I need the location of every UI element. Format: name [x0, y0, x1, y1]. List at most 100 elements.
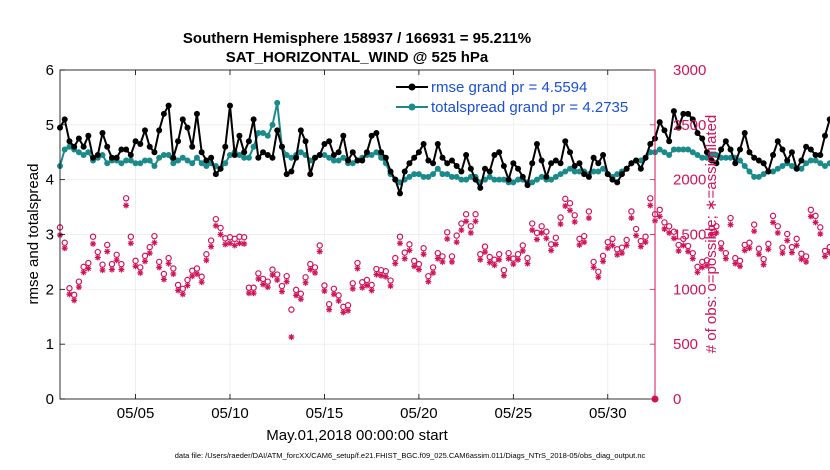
- obs-assimilated-stroke: [524, 260, 531, 267]
- spread-point: [411, 171, 418, 178]
- obs-possible-marker: [467, 223, 475, 230]
- rmse-point: [184, 124, 191, 131]
- obs-assimilated-stroke: [718, 246, 724, 252]
- rmse-point: [524, 182, 531, 189]
- rmse-point: [104, 143, 111, 150]
- obs-assimilated-stroke: [487, 259, 493, 266]
- spread-point: [104, 160, 111, 167]
- obs-possible-marker: [722, 249, 730, 257]
- spread-point: [203, 162, 210, 169]
- spread-point: [510, 179, 517, 186]
- obs-assimilated-stroke: [567, 207, 573, 213]
- obs-assimilated-stroke: [118, 267, 124, 273]
- obs-possible-marker: [779, 244, 786, 251]
- spread-point: [340, 154, 347, 161]
- obs-assimilated-stroke: [302, 280, 309, 286]
- rmse-point: [80, 143, 87, 150]
- obs-assimilated-stroke: [647, 202, 653, 209]
- obs-possible-marker: [665, 223, 673, 230]
- obs-assimilated-marker: [760, 261, 767, 268]
- obs-assimilated-marker: [529, 227, 536, 234]
- obs-assimilated-marker: [576, 241, 583, 248]
- rmse-point: [647, 141, 654, 148]
- obs-assimilated-marker: [614, 251, 621, 258]
- rmse-point: [571, 162, 578, 169]
- obs-assimilated-marker: [132, 263, 139, 270]
- obs-possible-marker: [562, 195, 569, 203]
- rmse-point: [765, 168, 772, 175]
- rmse-point: [477, 184, 484, 191]
- obs-assimilated-stroke: [713, 230, 719, 236]
- rmse-point: [732, 160, 739, 167]
- obs-assimilated-marker: [179, 291, 186, 298]
- rmse-point: [699, 135, 706, 142]
- obs-assimilated-marker: [618, 250, 625, 257]
- obs-assimilated-stroke: [81, 269, 87, 275]
- rmse-point: [666, 138, 673, 145]
- obs-assimilated-marker: [406, 247, 413, 254]
- rmse-point: [770, 151, 777, 158]
- rmse-point: [85, 132, 92, 139]
- rmse-point: [694, 130, 701, 137]
- x-tick-label-3: 05/20: [400, 405, 438, 422]
- obs-assimilated-marker: [732, 260, 739, 267]
- obs-assimilated-stroke: [727, 222, 734, 228]
- obs-possible-marker: [387, 277, 394, 284]
- obs-assimilated-stroke: [279, 288, 285, 295]
- obs-assimilated-marker: [642, 239, 649, 246]
- obs-assimilated-stroke: [232, 242, 238, 249]
- obs-assimilated-marker: [392, 260, 399, 267]
- spread-point: [255, 130, 262, 137]
- obs-assimilated-marker: [500, 272, 507, 279]
- obs-assimilated-marker: [708, 231, 715, 238]
- obs-assimilated-marker: [822, 253, 828, 260]
- obs-assimilated-stroke: [180, 291, 186, 297]
- obs-assimilated-marker: [118, 266, 125, 273]
- rmse-point: [359, 157, 366, 164]
- spread-point: [453, 173, 460, 180]
- obs-assimilated-marker: [231, 242, 238, 249]
- rmse-point: [746, 149, 753, 156]
- obs-possible-marker: [642, 233, 649, 240]
- obs-assimilated-stroke: [255, 276, 261, 282]
- rmse-point: [788, 149, 795, 156]
- obs-assimilated-stroke: [812, 219, 819, 226]
- obs-assimilated-stroke: [482, 249, 488, 255]
- obs-assimilated-stroke: [293, 292, 299, 298]
- obs-assimilated-marker: [548, 247, 555, 254]
- obs-assimilated-marker: [255, 275, 262, 282]
- obs-assimilated-marker: [623, 242, 630, 249]
- rmse-point: [127, 151, 134, 158]
- obs-possible-marker: [302, 274, 309, 281]
- obs-possible-marker: [349, 280, 356, 287]
- obs-assimilated-stroke: [321, 288, 328, 294]
- chart-title-line-1: Southern Hemisphere 158937 / 166931 = 95…: [183, 30, 531, 47]
- spread-point: [666, 151, 673, 158]
- obs-assimilated-stroke: [515, 257, 521, 263]
- obs-assimilated-stroke: [387, 283, 394, 289]
- rmse-point: [146, 143, 153, 150]
- obs-assimilated-marker: [448, 258, 455, 265]
- rmse-point: [793, 165, 800, 172]
- spread-point: [548, 176, 555, 183]
- rmse-point: [519, 173, 526, 180]
- obs-assimilated-stroke: [581, 239, 587, 245]
- obs-assimilated-stroke: [199, 279, 205, 285]
- obs-assimilated-marker: [571, 218, 578, 225]
- obs-possible-marker: [264, 278, 271, 285]
- spread-point: [590, 168, 597, 175]
- left-y-tick-label-4: 4: [46, 172, 54, 189]
- spread-point: [557, 171, 564, 178]
- spread-point: [803, 160, 810, 167]
- obs-assimilated-marker: [633, 232, 640, 239]
- rmse-point: [94, 151, 101, 158]
- obs-assimilated-marker: [142, 258, 148, 265]
- obs-assimilated-stroke: [600, 258, 606, 264]
- rmse-point: [741, 130, 748, 137]
- obs-possible-marker: [207, 237, 215, 244]
- rmse-point: [491, 151, 498, 158]
- rmse-point: [500, 162, 507, 169]
- obs-assimilated-stroke: [378, 273, 384, 279]
- obs-assimilated-marker: [505, 255, 512, 262]
- obs-assimilated-marker: [420, 251, 427, 258]
